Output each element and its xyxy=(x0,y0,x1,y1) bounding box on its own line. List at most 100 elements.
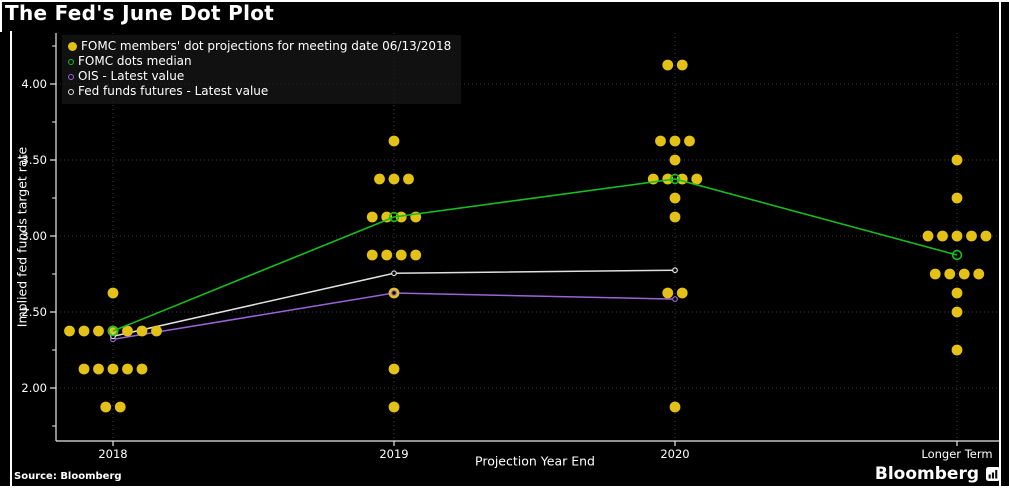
fomc-dot xyxy=(64,325,75,337)
fomc-dot xyxy=(662,287,674,299)
legend-label: FOMC dots median xyxy=(78,54,192,68)
legend-item-median: FOMC dots median xyxy=(68,54,451,69)
fomc-dot xyxy=(937,230,948,242)
brand-logo: Bloomberg xyxy=(875,464,1000,484)
fomc-dot xyxy=(122,325,133,337)
bloomberg-chart-icon xyxy=(986,467,1000,481)
x-tick-label: Longer Term xyxy=(921,447,992,461)
fomc-dot xyxy=(136,325,148,337)
fomc-dot xyxy=(136,363,148,375)
fomc-dot xyxy=(966,230,977,242)
ois-line xyxy=(112,292,676,341)
fomc-dot xyxy=(958,268,970,280)
frame-bottom xyxy=(0,486,1009,492)
legend-label: OIS - Latest value xyxy=(78,69,185,83)
fomc-dot xyxy=(381,249,393,261)
futures-point-marker xyxy=(391,270,397,277)
fomc-dot xyxy=(78,325,90,337)
fomc-dot xyxy=(395,211,407,223)
x-axis-title: Projection Year End xyxy=(475,453,595,469)
fomc-dot xyxy=(93,325,104,337)
median-point-marker xyxy=(669,173,681,185)
fomc-dot xyxy=(395,249,407,261)
fomc-dot xyxy=(93,363,104,375)
median-point-marker xyxy=(951,249,963,261)
fomc-dot xyxy=(922,230,934,242)
median-marker-icon xyxy=(68,58,74,65)
y-tick-label: 4.00 xyxy=(21,77,47,91)
frame-left-corner xyxy=(0,0,2,32)
futures-point-marker xyxy=(672,267,678,274)
y-axis-title: Implied fed funds target rate xyxy=(14,146,30,328)
x-tick-label: 2018 xyxy=(98,447,127,461)
ois-point-marker xyxy=(672,296,678,302)
fomc-dot xyxy=(78,363,90,375)
legend-label: Fed funds futures - Latest value xyxy=(78,84,269,98)
fomc-dot xyxy=(951,192,963,204)
y-tick-label: 3.00 xyxy=(21,229,47,243)
fomc-dot xyxy=(929,268,941,280)
fomc-dot xyxy=(655,135,666,147)
fomc-dot xyxy=(388,363,400,375)
x-tick-label: 2020 xyxy=(660,447,689,461)
fomc-dot xyxy=(669,154,681,166)
legend: FOMC members' dot projections for meetin… xyxy=(62,35,462,104)
fomc-dot xyxy=(669,211,681,223)
y-tick-label: 3.50 xyxy=(21,153,47,167)
fomc-dot xyxy=(669,401,681,413)
source-note: Source: Bloomberg xyxy=(14,471,122,482)
y-tick-label: 2.00 xyxy=(21,381,47,395)
fomc-dot xyxy=(151,325,162,337)
fomc-dot xyxy=(662,173,674,185)
fomc-dot xyxy=(951,344,963,356)
legend-label: FOMC members' dot projections for meetin… xyxy=(81,39,452,53)
median-point-marker xyxy=(107,325,119,337)
fomc-dot xyxy=(388,135,400,147)
fomc-dot xyxy=(403,173,414,185)
fomc-dot xyxy=(669,192,681,204)
fomc-dot xyxy=(691,173,703,185)
fomc-dot xyxy=(951,287,963,299)
fomc-dot xyxy=(366,211,378,223)
legend-item-futures: Fed funds futures - Latest value xyxy=(68,84,451,99)
fomc-dot-icon xyxy=(68,42,77,51)
fomc-dot xyxy=(980,230,992,242)
fomc-dot xyxy=(100,401,112,413)
fomc-dot xyxy=(107,287,119,299)
frame-left xyxy=(10,31,12,487)
legend-item-ois: OIS - Latest value xyxy=(68,69,451,84)
fomc-dot xyxy=(410,249,422,261)
fomc-dot xyxy=(951,306,963,318)
frame-top xyxy=(0,0,1009,2)
ois-marker-icon xyxy=(68,73,74,80)
median-line xyxy=(112,178,958,332)
fomc-dot xyxy=(944,268,956,280)
futures-marker-icon xyxy=(68,88,74,95)
fomc-dot xyxy=(676,59,688,71)
fomc-dot xyxy=(366,249,378,261)
fomc-dot xyxy=(374,173,385,185)
brand-text: Bloomberg xyxy=(874,464,979,484)
x-tick-label: 2019 xyxy=(379,447,408,461)
fomc-dot xyxy=(684,135,695,147)
fomc-dot xyxy=(951,230,963,242)
fomc-dot xyxy=(669,135,681,147)
fomc-dot xyxy=(676,287,688,299)
fomc-dot xyxy=(662,59,674,71)
fomc-dot xyxy=(114,401,126,413)
fomc-dot xyxy=(388,173,400,185)
y-tick-label: 2.50 xyxy=(21,305,47,319)
ois-point-marker xyxy=(391,290,397,296)
fomc-dot xyxy=(388,401,400,413)
chart-title: The Fed's June Dot Plot xyxy=(5,1,275,25)
frame-right xyxy=(999,0,1001,488)
fomc-dot xyxy=(107,363,119,375)
futures-line xyxy=(112,269,676,338)
median-point-marker xyxy=(388,211,400,223)
legend-item-dots: FOMC members' dot projections for meetin… xyxy=(68,39,451,54)
fomc-dot xyxy=(951,154,963,166)
fomc-dot xyxy=(973,268,985,280)
fomc-dot xyxy=(122,363,133,375)
